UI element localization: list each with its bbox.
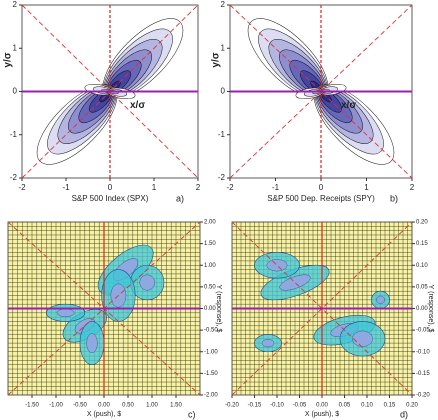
x-tick-label: 0 [319, 183, 324, 192]
diagonal [229, 4, 413, 179]
y-tick-label: -0.50 [204, 328, 218, 334]
density-core [261, 339, 275, 348]
panel: -2 -1 0 1 2 -2 -1 0 1 2 x/σ y/σ S&P 500 Dep. Receipt… [211, 0, 415, 203]
y-tick-label: 1.00 [204, 263, 216, 269]
x-tick-label: 0.20 [406, 403, 418, 409]
y-tick-label: 0.05 [416, 284, 428, 290]
y-tick-label: 0 [13, 87, 18, 96]
x-tick-label: 0.00 [316, 403, 328, 409]
y-tick-label: 2.00 [204, 220, 216, 226]
x-tick-label: -1.00 [49, 403, 63, 409]
x-tick-label: 1.50 [170, 403, 182, 409]
caption: d) [400, 409, 408, 419]
y-tick-label: 0.50 [204, 284, 216, 290]
x-tick-label: 2 [410, 183, 415, 192]
y-tick-label: -1 [10, 130, 18, 139]
panel: -0.20 -0.15 -0.10 -0.05 0.00 0.05 0.10 0.15 0.20… [225, 220, 434, 420]
x-tick-label: -0.05 [293, 403, 307, 409]
y-tick-label: 0.15 [416, 241, 428, 247]
y-tick-label: 0.00 [416, 306, 428, 312]
x-tick-label: 0.50 [122, 403, 134, 409]
y-tick-label: -0.10 [416, 349, 430, 355]
y-tick-label: 1 [221, 43, 226, 52]
x-tick-label: 0 [108, 183, 113, 192]
y-axis-label: y/σ [3, 52, 14, 67]
y-tick-label: -2 [10, 173, 18, 182]
caption: b) [390, 193, 398, 203]
x-tick-label: -0.20 [225, 403, 239, 409]
caption: c) [188, 409, 196, 419]
y-tick-label: 1 [13, 43, 18, 52]
x-tick-label: -2 [18, 183, 26, 192]
panel: -2 -1 0 1 2 -2 -1 0 1 2 x/σ y/σ S&P 500 Index (SPX) a… [3, 0, 201, 203]
y-tick-label: -0.15 [416, 371, 430, 377]
y-tick-label: -0.20 [416, 393, 430, 399]
y-axis-label: y/σ [211, 52, 222, 67]
y-tick-label: -1.00 [204, 349, 218, 355]
x-tick-label: 0.10 [361, 403, 373, 409]
x-tick-label: 0.05 [339, 403, 351, 409]
y-tick-label: -1 [218, 130, 226, 139]
x-tick-label: 1.00 [146, 403, 158, 409]
y-tick-label: -2 [218, 173, 226, 182]
y-tick-label: -0.05 [416, 328, 430, 334]
y-tick-label: 0.10 [416, 263, 428, 269]
x-tick-label: 0.15 [384, 403, 396, 409]
density-core [376, 295, 385, 304]
density-core [266, 259, 288, 272]
x-tick-label: -0.50 [73, 403, 87, 409]
y-tick-label: 0 [221, 87, 226, 96]
density-core [56, 308, 75, 317]
panel-title: S&P 500 Index (SPX) [72, 194, 149, 203]
density-core [279, 274, 311, 291]
density-core [352, 330, 373, 347]
y-tick-label: -1.50 [204, 371, 218, 377]
density-core [139, 274, 155, 291]
x-tick-label: 2 [196, 183, 201, 192]
density-core [86, 333, 98, 354]
x-axis-label: x/σ [341, 100, 356, 111]
x-tick-label: 1 [364, 183, 369, 192]
x-tick-label: -1.50 [25, 403, 39, 409]
y-tick-label: 0.00 [204, 306, 216, 312]
y-tick-label: -2.00 [204, 393, 218, 399]
y-axis-label: Y (response), $ [215, 285, 222, 333]
x-tick-label: 1 [152, 183, 157, 192]
panel-title: S&P 500 Dep. Receipts (SPY) [267, 194, 375, 203]
x-tick-label: -0.15 [248, 403, 262, 409]
x-axis-label: X (push), $ [305, 411, 339, 418]
x-tick-label: -0.10 [270, 403, 284, 409]
y-tick-label: 2 [13, 0, 18, 9]
panel: -1.50 -1.00 -0.50 0.00 0.50 1.00 1.50 2.00 1.50 1… [7, 220, 222, 419]
x-tick-label: 0.00 [98, 403, 110, 409]
caption: a) [176, 193, 184, 203]
y-tick-label: 0.20 [416, 220, 428, 226]
y-tick-label: 2 [221, 0, 226, 9]
x-tick-label: -1 [62, 183, 70, 192]
y-tick-label: 1.50 [204, 241, 216, 247]
x-tick-label: -1 [272, 183, 280, 192]
y-axis-label: Y (response), $ [427, 285, 434, 333]
x-axis-label: X (push), $ [87, 411, 121, 418]
x-tick-label: -2 [226, 183, 234, 192]
x-axis-label: x/σ [130, 100, 145, 111]
diagonal [229, 4, 413, 179]
